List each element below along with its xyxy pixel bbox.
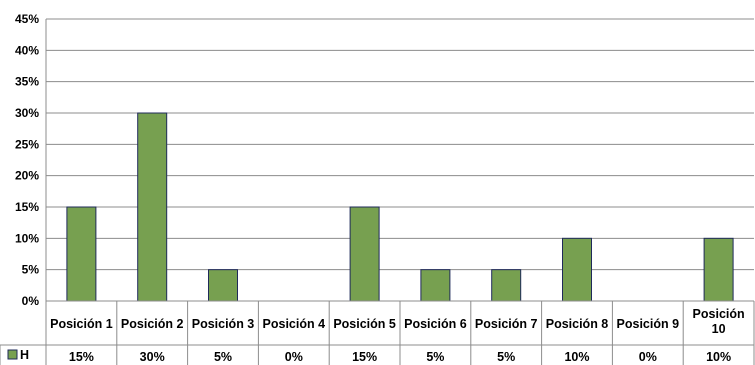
category-label: Posición 1	[50, 317, 113, 331]
legend-label: H	[20, 348, 29, 362]
table-value: 0%	[639, 350, 657, 364]
y-tick-label: 10%	[15, 231, 39, 245]
y-tick-label: 45%	[15, 12, 39, 26]
category-label: Posición 8	[546, 317, 609, 331]
y-axis-tick-labels: 0% 5% 10% 15% 20% 25% 30% 35% 40% 45%	[15, 12, 39, 308]
category-label: Posición 3	[192, 317, 255, 331]
category-label: Posición 2	[121, 317, 184, 331]
y-tick-label: 40%	[15, 43, 39, 57]
bar	[491, 269, 522, 302]
y-tick-label: 15%	[15, 200, 39, 214]
bar	[562, 237, 592, 302]
legend-swatch	[7, 349, 18, 360]
y-tick-label: 0%	[22, 294, 40, 308]
category-label: Posición 7	[475, 317, 538, 331]
y-tick-label: 35%	[15, 75, 39, 89]
bar	[703, 237, 734, 302]
bar	[66, 206, 97, 302]
bar	[420, 269, 451, 302]
category-label: Posición 9	[617, 317, 680, 331]
y-tick-label: 20%	[15, 169, 39, 183]
bars	[66, 112, 734, 302]
bar	[137, 112, 168, 302]
bar	[208, 269, 238, 302]
table-value: 10%	[706, 350, 731, 364]
y-tick-label: 25%	[15, 137, 39, 151]
category-label: Posición 5	[333, 317, 396, 331]
category-label: Posición 4	[263, 317, 326, 331]
table-value: 5%	[497, 350, 515, 364]
category-label: Posición 10	[693, 307, 745, 336]
table-value: 5%	[214, 350, 232, 364]
table-value: 15%	[352, 350, 377, 364]
bar	[349, 206, 380, 302]
y-tick-label: 5%	[22, 263, 40, 277]
table-value: 15%	[69, 350, 94, 364]
y-tick-label: 30%	[15, 106, 39, 120]
table-value: 10%	[564, 350, 589, 364]
table-value: 5%	[426, 350, 444, 364]
data-table: Posición 1 Posición 2 Posición 3 Posición 4…	[0, 300, 755, 365]
table-value: 0%	[285, 350, 303, 364]
table-value: 30%	[140, 350, 165, 364]
category-label: Posición 6	[404, 317, 467, 331]
